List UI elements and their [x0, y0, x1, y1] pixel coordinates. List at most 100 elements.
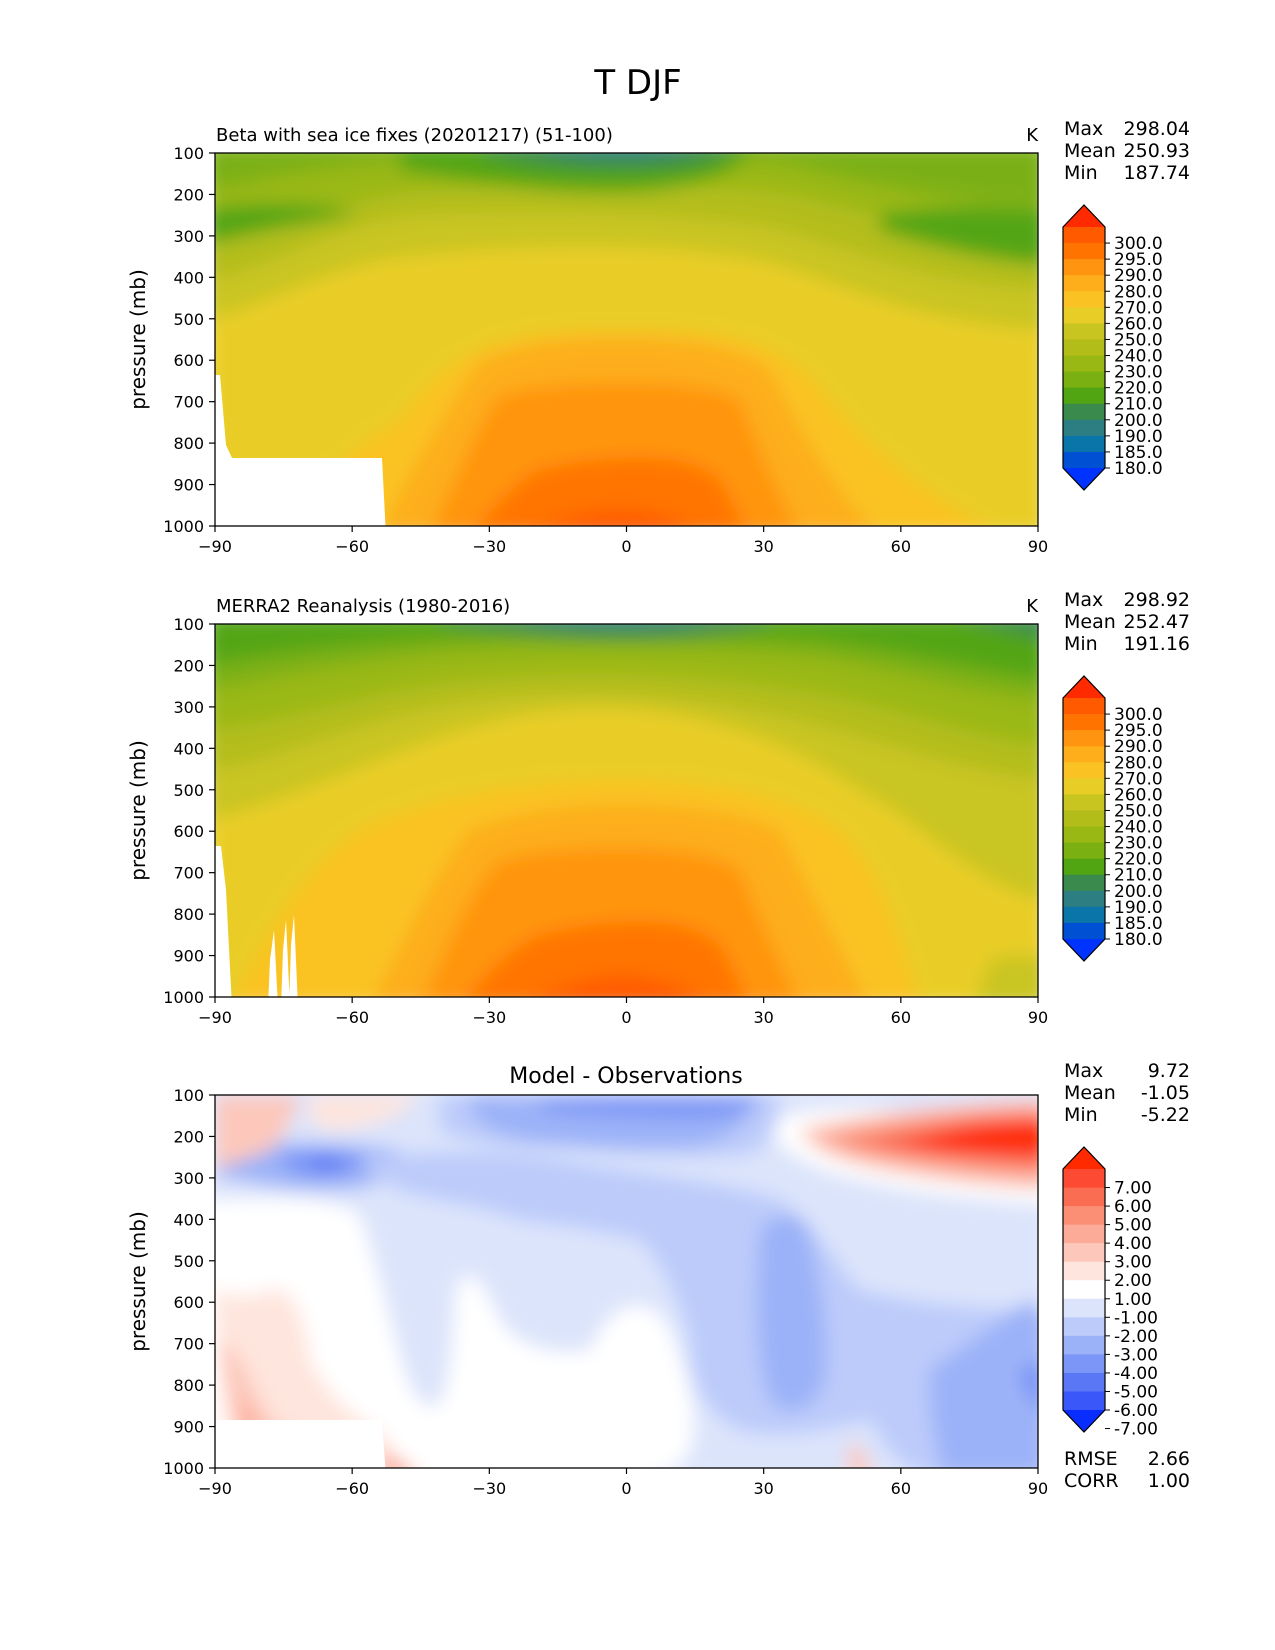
stat-label: Min — [1064, 633, 1098, 655]
panel-3-stats: Max 9.72 Mean -1.05 Min -5.22 — [1064, 1060, 1190, 1126]
ytick-label: 700 — [173, 864, 204, 883]
panel-2-stats: Max 298.92 Mean 252.47 Min 191.16 — [1064, 589, 1190, 655]
ytick-label: 500 — [173, 1252, 204, 1271]
panel-2-xticks: −90 −60 −30 0 30 60 90 — [198, 997, 1048, 1027]
ytick-label: 100 — [173, 615, 204, 634]
figure-title: T DJF — [593, 63, 681, 103]
stat-label: Min — [1064, 1104, 1098, 1126]
ytick-label: 800 — [173, 1376, 204, 1395]
colorbar-segment — [1063, 275, 1105, 292]
stat-value: -1.05 — [1141, 1082, 1190, 1104]
xtick-label: −60 — [335, 1479, 369, 1498]
ytick-label: 200 — [173, 185, 204, 204]
colorbar-segment — [1063, 778, 1105, 795]
colorbar-segment — [1063, 1354, 1105, 1374]
colorbar-label: 240.0 — [1114, 347, 1163, 367]
colorbar-segment — [1063, 714, 1105, 731]
colorbar-label: 260.0 — [1114, 785, 1163, 805]
colorbar-label: 280.0 — [1114, 753, 1163, 773]
xtick-label: −60 — [335, 1008, 369, 1027]
colorbar-extend-min — [1063, 1410, 1105, 1432]
ytick-label: 400 — [173, 739, 204, 758]
colorbar-label: 1.00 — [1114, 1290, 1152, 1310]
panel-3: Model - Observations pressure (mb) 100 20… — [126, 1060, 1190, 1498]
colorbar-segment — [1063, 307, 1105, 324]
colorbar-label: 185.0 — [1114, 914, 1163, 934]
panel-1-stats: Max 298.04 Mean 250.93 Min 187.74 — [1064, 118, 1190, 184]
xtick-label: 60 — [891, 1479, 911, 1498]
colorbar-label: 230.0 — [1114, 834, 1163, 854]
xtick-label: 0 — [621, 537, 631, 556]
xtick-label: 90 — [1028, 537, 1048, 556]
colorbar-label: 180.0 — [1114, 459, 1163, 479]
ytick-label: 900 — [173, 476, 204, 495]
panel-1-units: K — [1026, 125, 1039, 146]
colorbar-extend-max — [1063, 676, 1105, 698]
colorbar-label: 190.0 — [1114, 427, 1163, 447]
colorbar-label: 300.0 — [1114, 234, 1163, 254]
xtick-label: −90 — [198, 1008, 232, 1027]
colorbar-label: 200.0 — [1114, 411, 1163, 431]
stat-value: 9.72 — [1148, 1060, 1190, 1082]
colorbar-label: 3.00 — [1114, 1253, 1152, 1273]
colorbar-label: 6.00 — [1114, 1197, 1152, 1217]
colorbar-label: 270.0 — [1114, 298, 1163, 318]
xtick-label: 90 — [1028, 1479, 1048, 1498]
stat-value: 1.00 — [1148, 1470, 1190, 1492]
ytick-label: 600 — [173, 822, 204, 841]
stat-label: Mean — [1064, 611, 1116, 633]
ytick-label: 900 — [173, 1418, 204, 1437]
ytick-label: 100 — [173, 144, 204, 163]
colorbar-label: 290.0 — [1114, 737, 1163, 757]
colorbar-segment — [1063, 451, 1105, 469]
colorbar-segment — [1063, 698, 1105, 715]
colorbar-segment — [1063, 1280, 1105, 1300]
colorbar-segment — [1063, 922, 1105, 940]
ytick-label: 300 — [173, 1169, 204, 1188]
panel-1-ylabel: pressure (mb) — [126, 269, 150, 410]
panel-2-title: MERRA2 Reanalysis (1980-2016) — [216, 596, 510, 617]
ytick-label: 400 — [173, 1210, 204, 1229]
colorbar-label: 180.0 — [1114, 930, 1163, 950]
stat-value: 191.16 — [1124, 633, 1190, 655]
ytick-label: 200 — [173, 1127, 204, 1146]
ytick-label: 500 — [173, 781, 204, 800]
ytick-label: 300 — [173, 698, 204, 717]
colorbar-label: -1.00 — [1114, 1308, 1158, 1328]
stat-label: RMSE — [1064, 1448, 1118, 1470]
ytick-label: 1000 — [163, 517, 204, 536]
colorbar-segment — [1063, 762, 1105, 779]
stat-label: Mean — [1064, 1082, 1116, 1104]
xtick-label: −60 — [335, 537, 369, 556]
stat-label: Min — [1064, 162, 1098, 184]
xtick-label: −90 — [198, 1479, 232, 1498]
colorbar-label: 295.0 — [1114, 721, 1163, 741]
colorbar-segment — [1063, 906, 1105, 924]
colorbar-label: 240.0 — [1114, 818, 1163, 838]
xtick-label: −30 — [472, 1008, 506, 1027]
colorbar-label: -7.00 — [1114, 1420, 1158, 1440]
colorbar-label: 280.0 — [1114, 282, 1163, 302]
colorbar-segment — [1063, 1169, 1105, 1189]
xtick-label: 30 — [753, 1008, 773, 1027]
colorbar-segment — [1063, 842, 1105, 860]
panel-3-xticks: −90 −60 −30 0 30 60 90 — [198, 1468, 1048, 1498]
colorbar-segment — [1063, 339, 1105, 357]
xtick-label: 0 — [621, 1008, 631, 1027]
stat-label: CORR — [1064, 1470, 1119, 1492]
stat-value: 250.93 — [1124, 140, 1190, 162]
panel-2: MERRA2 Reanalysis (1980-2016) K pressure… — [126, 589, 1190, 1027]
xtick-label: −90 — [198, 537, 232, 556]
panel-1-yticks: 100 200 300 400 500 600 700 800 900 1000 — [163, 144, 215, 536]
colorbar-segment — [1063, 323, 1105, 340]
xtick-label: −30 — [472, 1479, 506, 1498]
colorbar-label: 230.0 — [1114, 363, 1163, 383]
stat-value: 187.74 — [1124, 162, 1190, 184]
ytick-label: 700 — [173, 1335, 204, 1354]
xtick-label: −30 — [472, 537, 506, 556]
panel-1-xticks: −90 −60 −30 0 30 60 90 — [198, 526, 1048, 556]
stat-value: 2.66 — [1148, 1448, 1190, 1470]
ytick-label: 200 — [173, 656, 204, 675]
colorbar-extend-min — [1063, 939, 1105, 961]
colorbar-segment — [1063, 1187, 1105, 1207]
